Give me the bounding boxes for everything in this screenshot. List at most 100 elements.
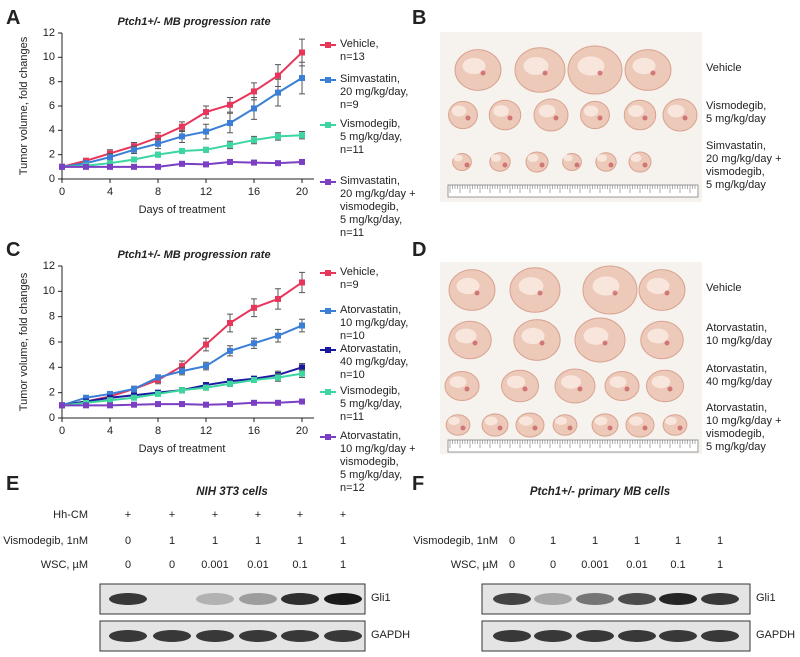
- tumor-highlight: [609, 376, 627, 388]
- y-axis-label: Tumor volume, fold changes: [18, 36, 30, 175]
- data-point: [83, 394, 89, 401]
- band-label: Gli1: [371, 592, 391, 604]
- blot-band: [493, 630, 531, 642]
- data-point: [179, 160, 185, 167]
- data-point: [179, 123, 185, 130]
- blot-band: [109, 593, 147, 605]
- row-value: +: [168, 509, 176, 521]
- panel-label: B: [412, 7, 427, 29]
- row-label: Hh-CM: [53, 509, 88, 521]
- blot-band: [153, 630, 191, 642]
- data-point: [275, 399, 281, 406]
- data-point: [155, 401, 161, 408]
- y-tick-label: 4: [49, 361, 55, 373]
- data-point: [107, 163, 113, 170]
- y-tick-label: 12: [43, 27, 55, 39]
- tumor-highlight: [596, 154, 608, 162]
- tumor-highlight: [555, 416, 567, 426]
- data-point: [299, 370, 305, 377]
- tumor-highlight: [490, 154, 502, 162]
- tumor-highlight: [493, 105, 509, 117]
- blot-band: [281, 630, 319, 642]
- data-point: [299, 364, 305, 371]
- data-point: [299, 322, 305, 329]
- y-tick-label: 2: [49, 149, 55, 161]
- tumor-highlight: [506, 375, 526, 389]
- tumor-vessel: [664, 290, 670, 296]
- blot-band: [324, 593, 362, 605]
- data-point: [275, 374, 281, 381]
- legend-label: Atorvastatin, 40 mg/kg/day, n=10: [340, 343, 409, 381]
- tumor-highlight: [484, 416, 498, 426]
- data-point: [155, 163, 161, 170]
- row-label: WSC, µM: [40, 559, 88, 571]
- tumor-highlight: [451, 105, 467, 117]
- tumor: [628, 151, 652, 173]
- legend-label: Simvastatin, 20 mg/kg/day + vismodegib, …: [340, 175, 416, 239]
- tumor-vessel: [597, 70, 603, 76]
- tumor-vessel: [464, 162, 470, 168]
- y-tick-label: 10: [43, 51, 55, 63]
- tumor-highlight: [583, 327, 609, 345]
- tumor-highlight: [629, 416, 643, 426]
- x-tick-label: 20: [296, 425, 308, 437]
- data-point: [203, 146, 209, 153]
- tumor-highlight: [453, 154, 463, 162]
- data-point: [203, 128, 209, 135]
- tumor: [445, 414, 471, 436]
- data-point: [299, 158, 305, 165]
- row-value: 1: [716, 535, 724, 547]
- row-value: +: [254, 509, 262, 521]
- data-point: [107, 154, 113, 161]
- series-line: [61, 281, 303, 407]
- y-tick-label: 6: [49, 336, 55, 348]
- legend-label: Vismodegib, 5 mg/kg/day, n=11: [340, 118, 403, 156]
- photo-label: Simvastatin, 20 mg/kg/day + vismodegib, …: [706, 140, 782, 191]
- tumor-vessel: [507, 115, 513, 121]
- y-axis-label: Tumor volume, fold changes: [18, 272, 30, 411]
- blot-band: [659, 593, 697, 605]
- x-tick-label: 4: [107, 425, 113, 437]
- tumor-highlight: [561, 375, 581, 389]
- data-point: [155, 390, 161, 397]
- row-value: 0: [508, 535, 516, 547]
- x-tick-label: 8: [155, 186, 161, 198]
- tumor-highlight: [667, 104, 685, 118]
- tumor: [552, 414, 578, 436]
- y-tick-label: 8: [49, 76, 55, 88]
- legend-swatch-point: [325, 308, 331, 314]
- tumor: [625, 412, 655, 438]
- band-label: Gli1: [756, 592, 776, 604]
- blot-band: [109, 630, 147, 642]
- data-point: [251, 137, 257, 144]
- tumor-highlight: [583, 105, 599, 117]
- tumor-vessel: [460, 425, 466, 431]
- tumor-highlight: [519, 416, 533, 426]
- tumor-vessel: [542, 70, 548, 76]
- tumor-vessel: [532, 425, 538, 431]
- row-label: Vismodegib, 1nM: [413, 535, 498, 547]
- photo-label: Atorvastatin, 10 mg/kg/day + vismodegib,…: [706, 402, 782, 453]
- blot-band: [239, 630, 277, 642]
- photo-label: Vehicle: [706, 62, 742, 74]
- tumor-vessel: [480, 70, 486, 76]
- row-value: 1: [591, 535, 599, 547]
- tumor-highlight: [628, 105, 644, 117]
- tumor-vessel: [642, 425, 648, 431]
- data-point: [203, 341, 209, 348]
- row-value: 0.01: [626, 559, 648, 571]
- legend-label: Simvastatin, 20 mg/kg/day, n=9: [340, 73, 409, 111]
- data-point: [227, 158, 233, 165]
- tumor-vessel: [612, 290, 618, 296]
- blot-band: [576, 593, 614, 605]
- tumor-highlight: [518, 277, 544, 295]
- tumor-vessel: [497, 425, 503, 431]
- tumor-highlight: [455, 328, 477, 344]
- tumor-vessel: [642, 162, 648, 168]
- legend-label: Atorvastatin, 10 mg/kg/day + vismodegib,…: [340, 430, 416, 494]
- data-point: [131, 146, 137, 153]
- blot-title: Ptch1+/- primary MB cells: [529, 486, 671, 498]
- tumor-vessel: [522, 386, 528, 392]
- blot-band: [618, 630, 656, 642]
- tumor-vessel: [537, 290, 543, 296]
